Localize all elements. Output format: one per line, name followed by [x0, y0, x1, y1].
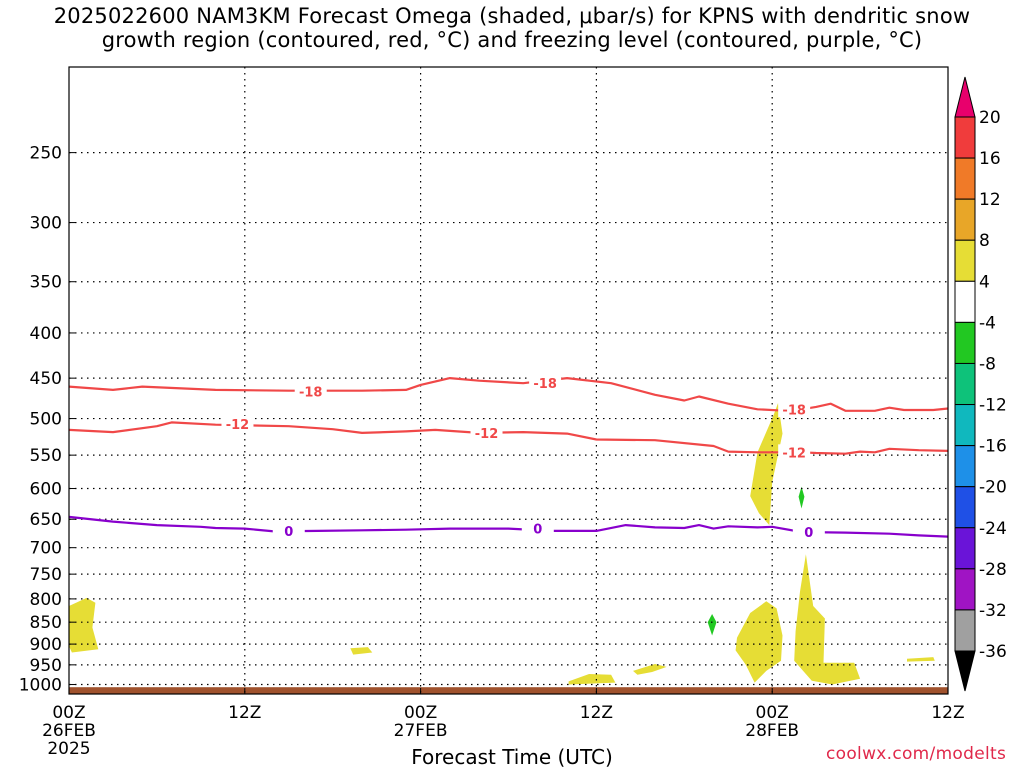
contour-line	[68, 377, 949, 412]
contour-label-bg	[521, 520, 554, 537]
y-tick-label: 250	[30, 144, 62, 164]
colorbar-tick-label: -24	[979, 519, 1007, 539]
contour-line	[68, 515, 949, 538]
colorbar-tick-label: 8	[979, 231, 990, 251]
contour-label: -12	[226, 418, 250, 433]
plot-frame	[68, 66, 949, 695]
x-tick-label: 00Z	[756, 703, 789, 723]
x-tick-date-label: 28FEB	[745, 721, 799, 741]
omega-shaded-region	[568, 674, 616, 685]
colorbar-box	[954, 198, 976, 241]
chart-title: 2025022600 NAM3KM Forecast Omega (shaded…	[0, 4, 1024, 52]
colorbar-tick-label: -32	[979, 601, 1007, 621]
title-line-2: growth region (contoured, red, °C) and f…	[101, 28, 923, 52]
omega-shaded-region	[907, 657, 935, 662]
colorbar-box	[954, 157, 976, 200]
colorbar-box	[954, 609, 976, 652]
omega-shaded-region	[750, 402, 783, 526]
y-tick-label: 350	[30, 273, 62, 293]
colorbar-tick-label: -28	[979, 560, 1007, 580]
credit-link[interactable]: coolwx.com/modelts	[826, 744, 1007, 764]
contour-label-bg	[529, 375, 562, 392]
colorbar-box	[954, 445, 976, 488]
contour-label-bg	[778, 444, 811, 461]
colorbar-box	[954, 280, 976, 323]
colorbar-box	[954, 321, 976, 364]
y-tick-label: 300	[30, 214, 62, 234]
y-tick-label: 800	[30, 590, 62, 610]
omega-shaded-region	[633, 664, 667, 675]
contour-label-bg	[778, 401, 811, 418]
colorbar-tick-label: 16	[979, 149, 1001, 169]
y-tick-label: 750	[30, 565, 62, 585]
contour-label: -18	[782, 403, 806, 418]
colorbar-top-arrow	[954, 76, 976, 118]
plot-area: 2503003504004505005506006507007508008509…	[19, 66, 965, 759]
omega-shaded-region	[69, 597, 99, 653]
colorbar-tick-label: -12	[979, 396, 1007, 416]
colorbar-box	[954, 404, 976, 447]
colorbar-tick-label: -4	[979, 313, 996, 333]
contour-label: 0	[804, 526, 813, 541]
omega-shaded-region	[735, 601, 783, 683]
x-tick-label: 12Z	[931, 703, 964, 723]
colorbar-box	[954, 527, 976, 570]
omega-shaded-region	[798, 486, 805, 509]
colorbar-tick-label: -36	[979, 642, 1007, 662]
contour-label-bg	[792, 524, 825, 541]
ground-band	[69, 687, 948, 694]
x-tick-year-label: 2025	[47, 739, 90, 759]
contour-label-bg	[294, 383, 327, 400]
colorbar-tick-label: 20	[979, 108, 1001, 128]
contour-label-bg	[470, 424, 503, 441]
x-tick-label: 12Z	[228, 703, 261, 723]
omega-shaded-region	[350, 647, 373, 655]
x-axis-label: Forecast Time (UTC)	[411, 745, 613, 769]
y-tick-label: 550	[30, 446, 62, 466]
title-line-1: 2025022600 NAM3KM Forecast Omega (shaded…	[53, 4, 971, 28]
colorbar-box	[954, 362, 976, 406]
x-tick-date-label: 27FEB	[394, 721, 448, 741]
contour-label: -12	[475, 427, 499, 442]
x-tick-label: 00Z	[52, 703, 85, 723]
colorbar-tick-label: -8	[979, 354, 996, 374]
y-tick-label: 900	[30, 635, 62, 655]
colorbar-box	[954, 486, 976, 529]
contour-label: -18	[533, 377, 557, 392]
contour-label-bg	[272, 522, 305, 539]
y-tick-label: 950	[30, 656, 62, 676]
omega-shaded-region	[707, 614, 717, 636]
colorbar-box	[954, 568, 976, 611]
colorbar-tick-label: -16	[979, 437, 1007, 457]
y-tick-label: 450	[30, 369, 62, 389]
y-tick-label: 650	[30, 510, 62, 530]
contour-label-bg	[221, 415, 254, 432]
colorbar-tick-label: -20	[979, 478, 1007, 498]
contour-label: 0	[284, 525, 293, 540]
y-tick-label: 600	[30, 480, 62, 500]
colorbar-bottom-arrow	[954, 650, 976, 692]
colorbar-box	[954, 239, 976, 282]
x-tick-label: 00Z	[404, 703, 437, 723]
colorbar-tick-label: 4	[979, 272, 990, 292]
contour-label: 0	[533, 523, 542, 538]
y-tick-label: 400	[30, 324, 62, 344]
colorbar-box	[954, 116, 976, 159]
omega-shaded-region	[794, 554, 861, 685]
y-tick-label: 850	[30, 613, 62, 633]
contour-line	[68, 421, 949, 455]
colorbar: 20 16 12 8 4 -4 -8 -12 -16 -20 -24 -28 -32 -36	[954, 76, 1007, 692]
x-tick-label: 12Z	[580, 703, 613, 723]
contour-label: -18	[299, 386, 323, 401]
y-tick-label: 700	[30, 539, 62, 559]
x-tick-date-label: 26FEB	[42, 721, 96, 741]
colorbar-tick-label: 12	[979, 190, 1001, 210]
y-tick-label: 500	[30, 410, 62, 430]
y-tick-label: 1000	[19, 676, 62, 696]
contour-label: -12	[782, 446, 806, 461]
